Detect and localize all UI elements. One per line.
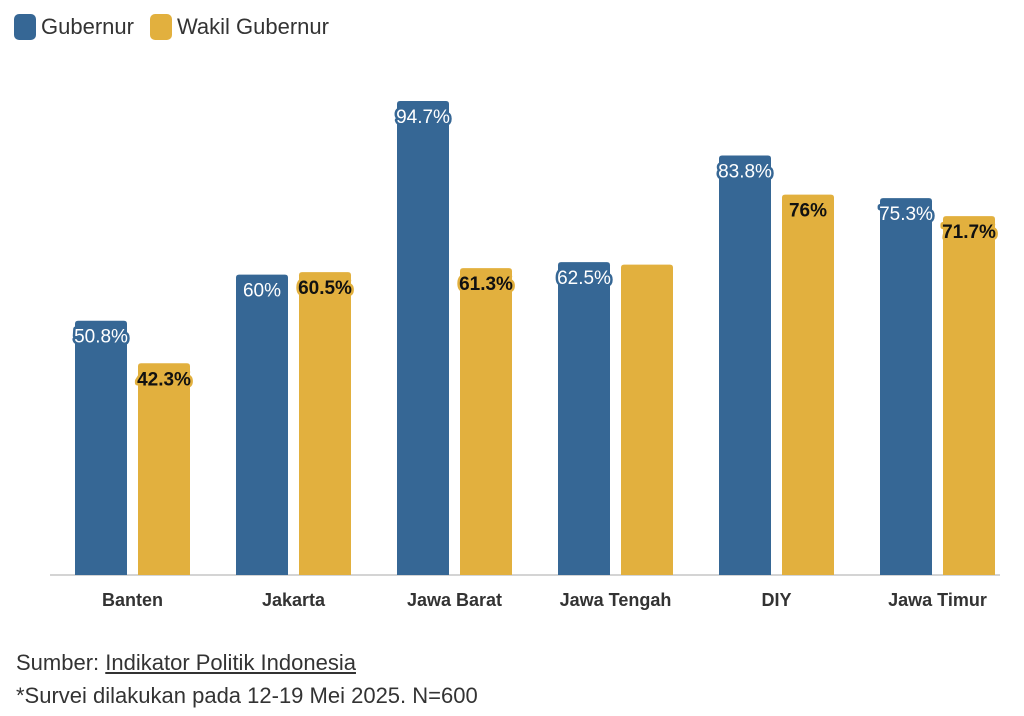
bar-wakil-gubernur-jawa-timur (943, 216, 995, 575)
bar-wakil-gubernur-jawa-tengah (621, 264, 673, 575)
chart-legend: Gubernur Wakil Gubernur (14, 14, 339, 40)
category-label-jawa-barat: Jawa Barat (407, 590, 502, 610)
category-label-diy: DIY (761, 590, 791, 610)
bar-gubernur-jawa-barat (397, 101, 449, 575)
legend-swatch-gubernur (14, 14, 36, 40)
category-label-jakarta: Jakarta (262, 590, 326, 610)
bar-wakil-gubernur-banten (138, 363, 190, 575)
bar-wakil-gubernur-jawa-barat (460, 268, 512, 575)
bar-wakil-gubernur-jakarta (299, 272, 351, 575)
data-label-gubernur-diy: 83.8% (718, 162, 772, 183)
category-label-jawa-timur: Jawa Timur (888, 590, 987, 610)
chart-footer: Sumber: Indikator Politik Indonesia *Sur… (16, 646, 478, 712)
legend-item-wakil-gubernur: Wakil Gubernur (149, 14, 329, 40)
bar-gubernur-jawa-tengah (558, 262, 610, 575)
source-link[interactable]: Indikator Politik Indonesia (105, 650, 356, 675)
legend-swatch-wakil-gubernur (149, 14, 172, 40)
bar-gubernur-jawa-timur (880, 198, 932, 576)
source-prefix: Sumber: (16, 650, 106, 675)
bar-gubernur-jakarta (236, 274, 288, 575)
data-label-gubernur-jawa-barat: 94.7% (396, 107, 450, 128)
data-label-gubernur-jakarta: 60% (243, 281, 281, 302)
legend-item-gubernur: Gubernur (14, 14, 134, 40)
data-label-wakil-gubernur-jakarta: 60.5% (298, 278, 352, 299)
category-label-jawa-tengah: Jawa Tengah (560, 590, 672, 610)
data-label-gubernur-jawa-timur: 75.3% (879, 204, 933, 225)
bar-gubernur-banten (75, 320, 127, 575)
category-label-banten: Banten (102, 590, 163, 610)
legend-label-gubernur: Gubernur (41, 14, 134, 39)
bar-chart: 50.8% 42.3% Banten 60% 60.5% Jakarta 94.7% 61.3… (50, 101, 1000, 610)
bar-gubernur-diy (719, 155, 771, 575)
data-label-gubernur-jawa-tengah: 62.5% (557, 268, 611, 289)
legend-label-wakil-gubernur: Wakil Gubernur (176, 14, 329, 39)
data-label-wakil-gubernur-banten: 42.3% (137, 369, 191, 390)
data-label-wakil-gubernur-jawa-barat: 61.3% (459, 274, 513, 295)
survey-note: *Survei dilakukan pada 12-19 Mei 2025. N… (16, 683, 478, 708)
data-label-wakil-gubernur-jawa-timur: 71.7% (942, 222, 996, 243)
bar-wakil-gubernur-diy (782, 194, 834, 575)
source-line: Sumber: Indikator Politik Indonesia (16, 646, 478, 679)
data-label-gubernur-banten: 50.8% (74, 327, 128, 348)
data-label-wakil-gubernur-diy: 76% (789, 201, 827, 222)
